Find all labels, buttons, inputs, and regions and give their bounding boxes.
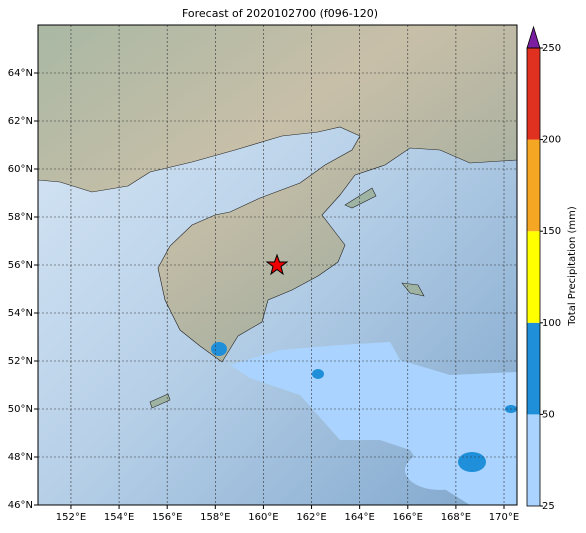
colorbar-segment (527, 322, 540, 415)
lon-tick-label: 160°E (248, 512, 278, 523)
lat-tick-label: 64°N (8, 68, 33, 79)
location-star (265, 253, 289, 276)
lat-tick-label: 58°N (8, 212, 33, 223)
lon-tick-label: 170°E (489, 512, 519, 523)
lon-tick-label: 158°E (200, 512, 230, 523)
lat-tick-label: 60°N (8, 164, 33, 175)
colorbar: 25 50 100 150 200 250 (526, 25, 561, 512)
precip-area (405, 450, 475, 490)
lon-tick-label: 162°E (296, 512, 326, 523)
lon-tick-label: 166°E (393, 512, 423, 523)
colorbar-extend (526, 25, 541, 49)
colorbar-segment (527, 231, 540, 323)
map-title: Forecast of 2020102700 (f096-120) (182, 7, 378, 20)
precip-light (230, 342, 517, 505)
colorbar-label: Total Precipitation (mm) (567, 206, 578, 327)
land (344, 187, 377, 209)
colorbar-tick-label: 150 (542, 226, 561, 237)
lon-tick-label: 168°E (441, 512, 471, 523)
colorbar-tick-label: 50 (542, 409, 555, 420)
colorbar-frame (526, 47, 541, 507)
lon-tick-label: 154°E (104, 512, 134, 523)
colorbar-tick-label: 200 (542, 135, 561, 146)
lat-tick-label: 50°N (8, 404, 33, 415)
colorbar-tick-label: 100 (542, 318, 561, 329)
lat-tick-label: 46°N (8, 500, 33, 511)
lat-tick-label: 54°N (8, 308, 33, 319)
lon-tick-label: 164°E (344, 512, 374, 523)
colorbar-segment (527, 48, 540, 140)
lat-tick-label: 48°N (8, 452, 33, 463)
colorbar-tick-label: 25 (542, 501, 555, 512)
colorbar-segment (527, 139, 540, 232)
land (38, 25, 517, 363)
precip-area (473, 425, 517, 485)
precip-area (458, 452, 486, 472)
lat-tick-label: 52°N (8, 356, 33, 367)
lon-tick-label: 156°E (152, 512, 182, 523)
land (149, 393, 171, 409)
graticule (38, 25, 517, 505)
lon-tick-label: 152°E (56, 512, 86, 523)
lat-tick-label: 56°N (8, 260, 33, 271)
colorbar-segment (527, 414, 540, 506)
precip-area (312, 369, 324, 379)
map-area (38, 25, 517, 505)
lat-tick-label: 62°N (8, 116, 33, 127)
precip-area (211, 342, 227, 356)
colorbar-tick-label: 250 (542, 43, 561, 54)
